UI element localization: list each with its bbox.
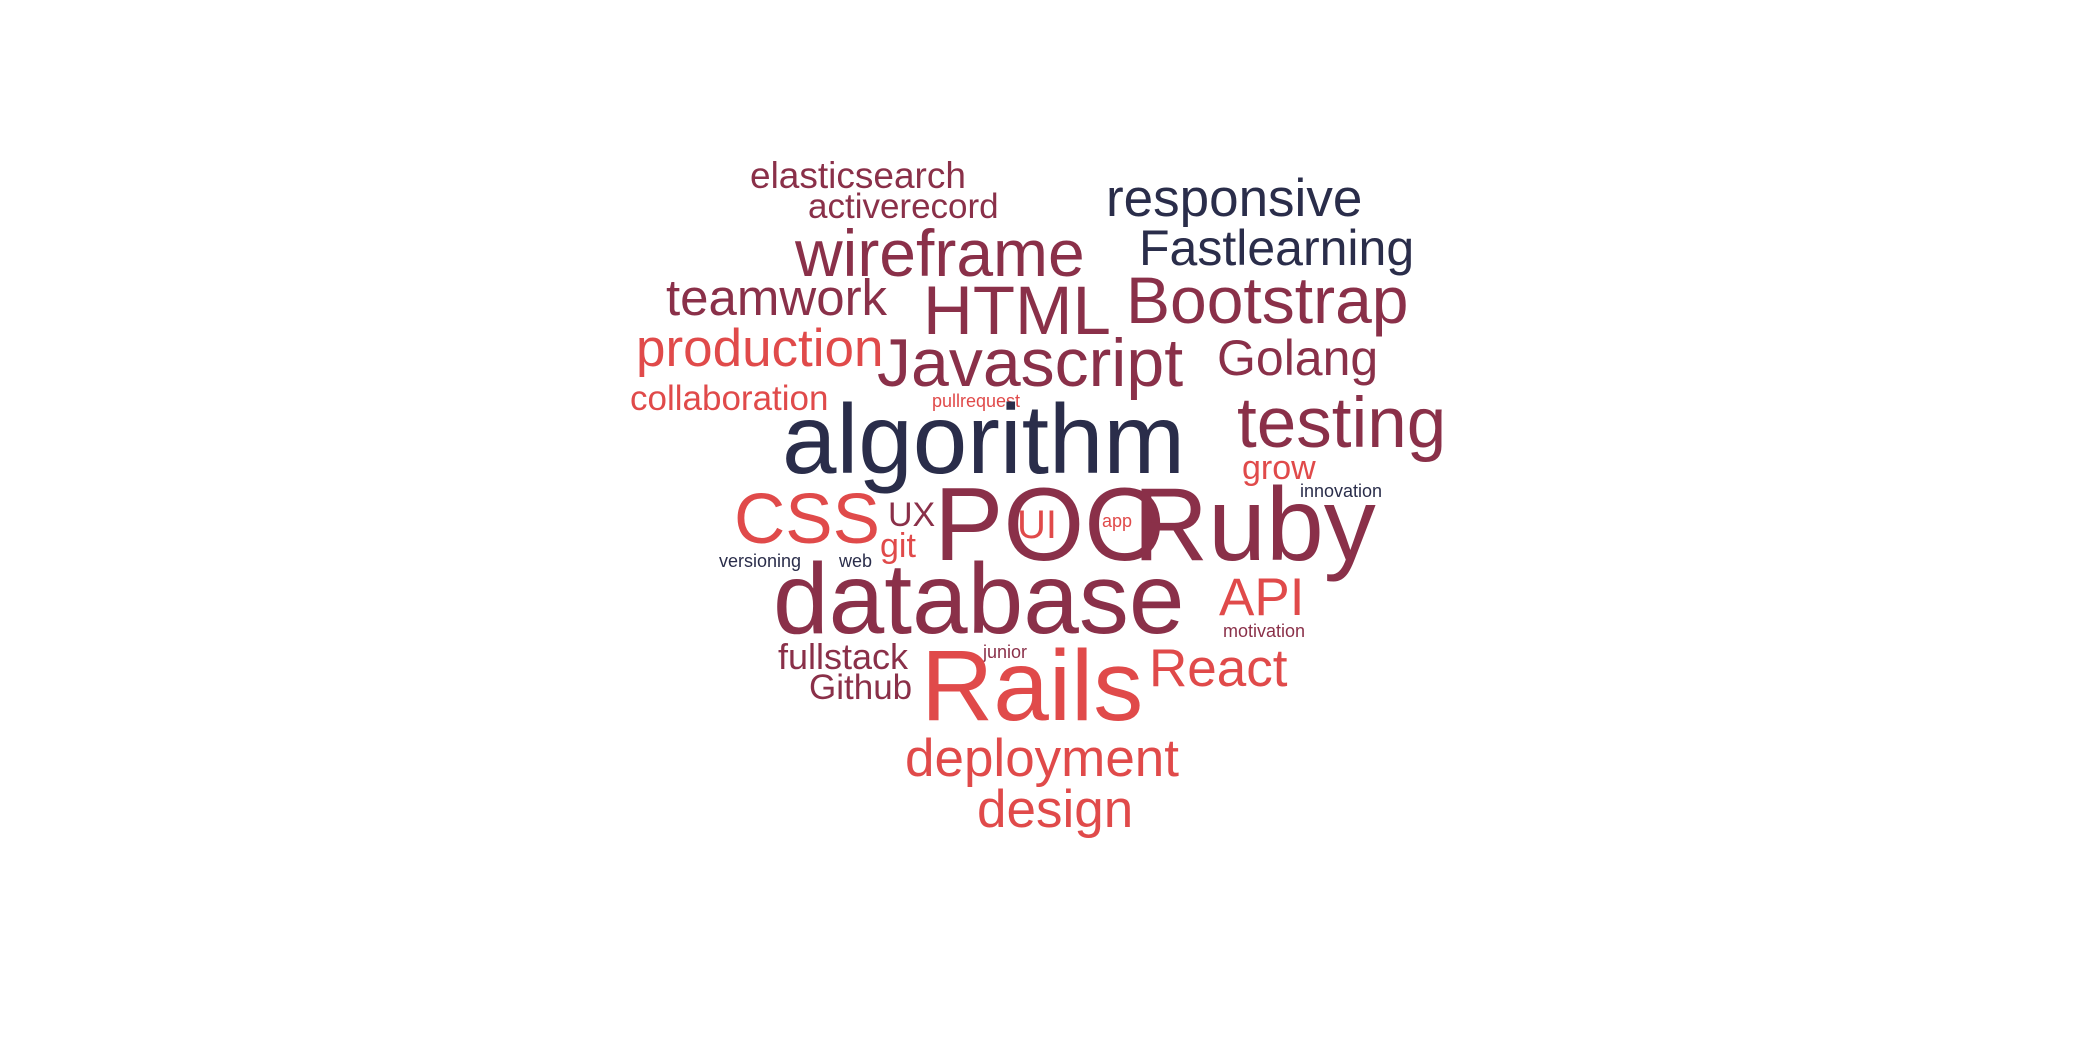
word-responsive: responsive	[1106, 169, 1363, 228]
word-poo: POO	[934, 467, 1166, 583]
word-javascript: Javascript	[877, 325, 1184, 401]
word-motivation: motivation	[1223, 621, 1306, 641]
word-elasticsearch: elasticsearch	[750, 155, 966, 196]
word-teamwork: teamwork	[666, 269, 888, 326]
word-testing: testing	[1237, 384, 1447, 463]
word-web: web	[839, 551, 873, 571]
word-deployment: deployment	[905, 729, 1180, 788]
word-database: database	[773, 543, 1185, 655]
word-css: CSS	[734, 480, 880, 559]
word-wireframe: wireframe	[795, 216, 1085, 290]
word-ui: UI	[1017, 503, 1057, 547]
word-collaboration: collaboration	[630, 379, 829, 418]
word-ux: UX	[888, 496, 936, 534]
word-activerecord: activerecord	[808, 187, 999, 226]
word-versioning: versioning	[719, 551, 802, 571]
word-git: git	[880, 527, 916, 565]
word-pullrequest: pullrequest	[932, 391, 1021, 411]
word-production: production	[636, 319, 884, 378]
word-html: HTML	[923, 272, 1111, 349]
word-grow: grow	[1242, 449, 1316, 487]
word-design: design	[977, 780, 1134, 839]
word-api: API	[1219, 568, 1305, 627]
word-fastlearning: Fastlearning	[1139, 220, 1415, 276]
word-innovation: innovation	[1300, 481, 1383, 501]
word-golang: Golang	[1217, 330, 1379, 386]
word-rails: Rails	[921, 630, 1144, 742]
word-github: Github	[809, 668, 913, 707]
word-ruby: Ruby	[1133, 467, 1376, 583]
word-bootstrap: Bootstrap	[1126, 263, 1409, 337]
word-fullstack: fullstack	[778, 636, 909, 677]
word-app: app	[1102, 511, 1133, 531]
word-algorithm: algorithm	[782, 384, 1186, 494]
word-junior: junior	[983, 642, 1028, 662]
word-react: React	[1149, 639, 1288, 698]
